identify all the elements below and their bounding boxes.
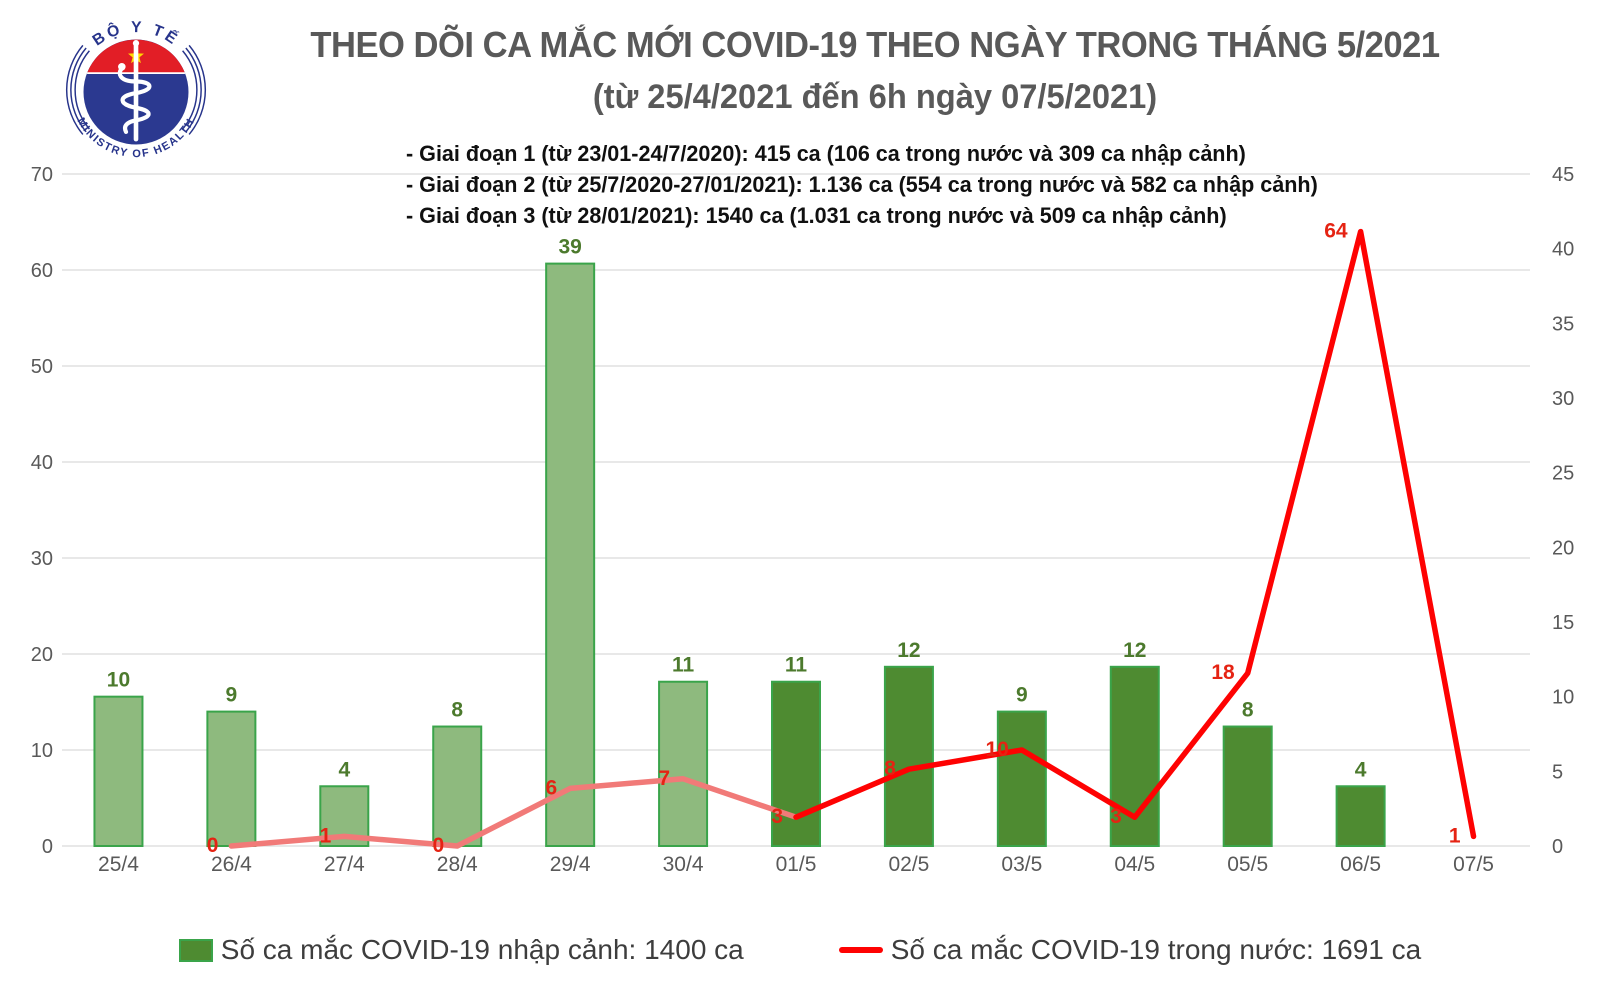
x-axis-label: 29/4 [550, 853, 591, 876]
bar-value-label: 4 [1355, 758, 1367, 781]
right-axis-tick: 0 [1552, 836, 1563, 858]
line-value-label: 7 [658, 767, 670, 790]
bar-value-label: 11 [785, 654, 808, 677]
page-subtitle: (từ 25/4/2021 đến 6h ngày 07/5/2021) [592, 78, 1158, 116]
legend-item-domestic: Số ca mắc COVID-19 trong nước: 1691 ca [838, 934, 1422, 966]
right-axis-tick: 5 [1552, 761, 1563, 783]
annotation-stage-1: - Giai đoạn 1 (từ 23/01-24/7/2020): 415 … [406, 141, 1246, 166]
bar-imported-cases [93, 695, 144, 848]
line-value-label: 10 [985, 738, 1008, 761]
chart-legend: Số ca mắc COVID-19 nhập cảnh: 1400 ca Số… [0, 926, 1600, 974]
logo-rod-and-snake-icon [117, 40, 152, 142]
bar-value-label: 8 [1242, 699, 1254, 722]
line-value-label: 0 [433, 834, 445, 857]
bar-imported-cases [1109, 665, 1160, 847]
x-axis-label: 05/5 [1227, 853, 1268, 876]
line-value-label: 64 [1324, 220, 1348, 243]
x-axis-label: 27/4 [324, 853, 365, 876]
bar-imported-cases [1335, 785, 1386, 847]
right-axis-tick: 45 [1552, 164, 1574, 186]
bar-imported-cases [996, 710, 1047, 847]
bar-imported-cases [545, 262, 596, 848]
line-value-label: 0 [207, 834, 219, 857]
x-axis-label: 28/4 [437, 853, 478, 876]
x-axis-label: 30/4 [663, 853, 704, 876]
annotation-stage-2: - Giai đoạn 2 (từ 25/7/2020-27/01/2021):… [406, 172, 1318, 197]
bar-imported-cases [206, 710, 257, 847]
ministry-of-health-logo: BỘ Y TẾ MINISTRY OF HEALTH [65, 19, 207, 160]
right-axis-tick: 15 [1552, 612, 1574, 634]
bar-value-label: 4 [338, 758, 350, 781]
bar-value-label: 11 [672, 654, 695, 677]
left-axis-tick: 60 [31, 260, 53, 282]
x-axis-label: 07/5 [1453, 853, 1494, 876]
bar-imported-cases [658, 680, 709, 847]
right-axis-tick: 10 [1552, 687, 1574, 709]
bar-value-label: 12 [897, 639, 920, 662]
bar-imported-cases [883, 665, 934, 847]
x-axis-label: 02/5 [888, 853, 929, 876]
line-value-label: 1 [320, 824, 332, 847]
line-domestic-cases [793, 228, 1477, 840]
left-axis-tick: 30 [31, 548, 53, 570]
right-axis-tick: 25 [1552, 463, 1574, 485]
right-axis-tick: 40 [1552, 239, 1574, 261]
left-axis-tick: 20 [31, 644, 53, 666]
bar-imported-cases [1222, 725, 1273, 847]
right-axis-tick: 20 [1552, 537, 1574, 559]
right-axis-tick: 35 [1552, 313, 1574, 335]
line-domestic-cases [228, 776, 799, 849]
x-axis-label: 25/4 [98, 853, 139, 876]
left-axis-tick: 70 [31, 164, 53, 186]
bar-imported-cases [432, 725, 483, 847]
line-value-label: 6 [545, 776, 557, 799]
bar-value-label: 10 [107, 669, 130, 692]
logo-side-arcs [65, 44, 207, 135]
page-title: THEO DÕI CA MẮC MỚI COVID-19 THEO NGÀY T… [310, 24, 1440, 65]
bar-value-label: 9 [226, 684, 238, 707]
line-value-label: 3 [771, 805, 783, 828]
x-axis-label: 01/5 [776, 853, 817, 876]
annotation-stage-3: - Giai đoạn 3 (từ 28/01/2021): 1540 ca (… [406, 203, 1227, 228]
line-value-label: 18 [1211, 661, 1235, 684]
bar-swatch-icon [178, 938, 213, 962]
bar-value-label: 8 [451, 699, 463, 722]
legend-domestic-label: Số ca mắc COVID-19 trong nước: 1691 ca [890, 934, 1422, 965]
left-axis-tick: 50 [31, 356, 53, 378]
line-value-label: 8 [884, 757, 896, 780]
legend-imported-label: Số ca mắc COVID-19 nhập cảnh: 1400 ca [220, 934, 744, 965]
x-axis-label: 06/5 [1340, 853, 1381, 876]
stage-annotations: - Giai đoạn 1 (từ 23/01-24/7/2020): 415 … [406, 138, 1318, 231]
x-axis-label: 04/5 [1114, 853, 1155, 876]
legend-item-imported: Số ca mắc COVID-19 nhập cảnh: 1400 ca [178, 934, 744, 966]
line-value-label: 1 [1449, 824, 1461, 847]
x-axis-label: 03/5 [1001, 853, 1042, 876]
left-axis-tick: 10 [31, 740, 53, 762]
left-axis-tick: 0 [42, 836, 53, 858]
x-axis-label: 26/4 [211, 853, 252, 876]
bar-value-label: 12 [1123, 639, 1146, 662]
line-value-label: 3 [1110, 805, 1122, 828]
right-axis-tick: 30 [1552, 388, 1574, 410]
bar-value-label: 39 [558, 236, 581, 259]
line-swatch-icon [838, 947, 883, 953]
bar-value-label: 9 [1016, 684, 1028, 707]
left-axis-tick: 40 [31, 452, 53, 474]
